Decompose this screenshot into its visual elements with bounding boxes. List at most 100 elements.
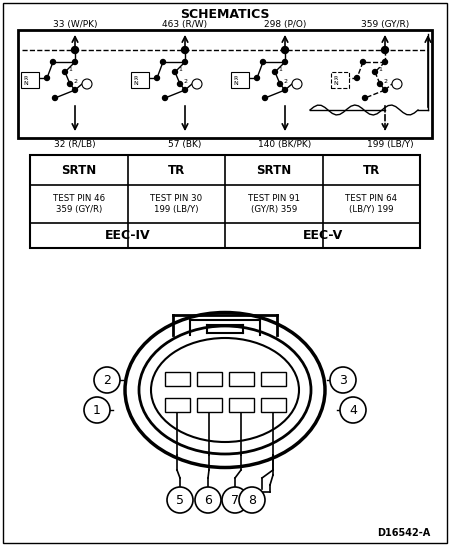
Bar	[261, 372, 286, 386]
Text: R: R	[233, 76, 237, 81]
Circle shape	[177, 81, 183, 86]
Text: 33 (W/PK): 33 (W/PK)	[53, 20, 97, 29]
Circle shape	[72, 87, 77, 92]
Text: 2: 2	[73, 79, 77, 84]
Text: D16542-A: D16542-A	[377, 528, 430, 538]
Circle shape	[282, 46, 288, 54]
Text: 2: 2	[383, 79, 387, 84]
Bar	[261, 398, 286, 412]
Bar	[229, 372, 254, 386]
Text: N: N	[333, 81, 338, 86]
Text: 2: 2	[283, 79, 287, 84]
Text: 1: 1	[378, 67, 382, 72]
Circle shape	[154, 75, 159, 80]
Text: TEST PIN 46
359 (GY/R): TEST PIN 46 359 (GY/R)	[53, 194, 105, 213]
Circle shape	[378, 81, 382, 86]
Circle shape	[53, 96, 58, 100]
Circle shape	[392, 79, 402, 89]
Circle shape	[273, 69, 278, 74]
Text: TR: TR	[167, 163, 185, 176]
Circle shape	[222, 487, 248, 513]
Circle shape	[239, 487, 265, 513]
Text: R: R	[133, 76, 137, 81]
Bar	[18, 30, 432, 138]
Circle shape	[278, 81, 283, 86]
Text: N: N	[23, 81, 28, 86]
Circle shape	[172, 69, 177, 74]
Circle shape	[68, 81, 72, 86]
Circle shape	[84, 397, 110, 423]
Circle shape	[192, 79, 202, 89]
Text: EEC-V: EEC-V	[302, 229, 342, 242]
Text: 4: 4	[349, 403, 357, 417]
Bar	[165, 372, 190, 386]
Circle shape	[181, 46, 189, 54]
Text: EEC-IV: EEC-IV	[105, 229, 150, 242]
Circle shape	[292, 79, 302, 89]
Circle shape	[360, 60, 365, 64]
Text: 1: 1	[68, 67, 72, 72]
Circle shape	[50, 60, 55, 64]
Circle shape	[373, 69, 378, 74]
Circle shape	[183, 60, 188, 64]
Circle shape	[162, 96, 167, 100]
Text: N: N	[133, 81, 138, 86]
Text: 3: 3	[339, 373, 347, 387]
Text: 463 (R/W): 463 (R/W)	[162, 20, 207, 29]
Bar	[197, 398, 222, 412]
Circle shape	[94, 367, 120, 393]
Text: R: R	[23, 76, 27, 81]
Circle shape	[340, 397, 366, 423]
Circle shape	[63, 69, 68, 74]
Bar	[21, 72, 39, 88]
Text: TEST PIN 30
199 (LB/Y): TEST PIN 30 199 (LB/Y)	[150, 194, 202, 213]
Bar	[231, 72, 249, 88]
Text: 2: 2	[103, 373, 111, 387]
Text: TR: TR	[363, 163, 380, 176]
Text: 32 (R/LB): 32 (R/LB)	[54, 140, 96, 149]
Circle shape	[283, 60, 288, 64]
Circle shape	[82, 79, 92, 89]
Circle shape	[255, 75, 260, 80]
Text: 1: 1	[278, 67, 282, 72]
Text: R: R	[333, 76, 337, 81]
Circle shape	[45, 75, 50, 80]
Text: 1: 1	[178, 67, 182, 72]
Text: 8: 8	[248, 494, 256, 507]
Ellipse shape	[151, 338, 299, 442]
Circle shape	[261, 60, 265, 64]
Circle shape	[355, 75, 360, 80]
Text: 6: 6	[204, 494, 212, 507]
Circle shape	[72, 60, 77, 64]
Ellipse shape	[125, 312, 325, 467]
Text: 140 (BK/PK): 140 (BK/PK)	[258, 140, 311, 149]
Text: 5: 5	[176, 494, 184, 507]
Circle shape	[382, 87, 387, 92]
Text: 359 (GY/R): 359 (GY/R)	[361, 20, 409, 29]
Text: 57 (BK): 57 (BK)	[168, 140, 202, 149]
Circle shape	[183, 87, 188, 92]
Circle shape	[283, 87, 288, 92]
Text: 7: 7	[231, 494, 239, 507]
Bar	[197, 372, 222, 386]
Circle shape	[330, 367, 356, 393]
Circle shape	[167, 487, 193, 513]
Text: SCHEMATICS: SCHEMATICS	[180, 8, 270, 21]
Circle shape	[195, 487, 221, 513]
Text: SRTN: SRTN	[256, 163, 292, 176]
Bar	[165, 398, 190, 412]
Bar	[131, 72, 149, 88]
Bar	[331, 72, 349, 88]
Text: 1: 1	[93, 403, 101, 417]
Circle shape	[363, 96, 368, 100]
Circle shape	[382, 60, 387, 64]
Circle shape	[72, 46, 78, 54]
Bar	[229, 398, 254, 412]
Text: N: N	[233, 81, 238, 86]
Ellipse shape	[139, 326, 311, 454]
Text: SRTN: SRTN	[61, 163, 96, 176]
Circle shape	[161, 60, 166, 64]
Text: 199 (LB/Y): 199 (LB/Y)	[367, 140, 413, 149]
Circle shape	[262, 96, 267, 100]
Circle shape	[382, 46, 388, 54]
